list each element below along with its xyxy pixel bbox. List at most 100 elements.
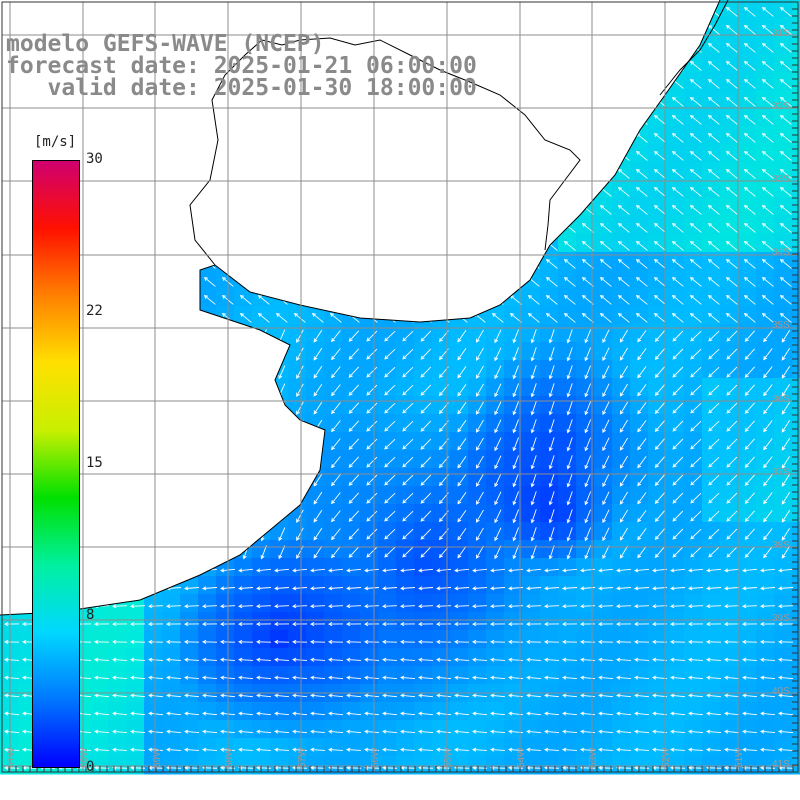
wind-arrow xyxy=(130,747,146,752)
wind-arrow xyxy=(260,545,267,560)
wind-arrow xyxy=(779,222,792,233)
field-cell xyxy=(360,324,379,343)
wind-arrow xyxy=(743,96,756,107)
wind-arrow xyxy=(366,528,378,540)
wind-arrow xyxy=(238,621,254,627)
field-cell xyxy=(522,360,541,379)
wind-arrow xyxy=(654,348,665,361)
field-cell xyxy=(108,738,127,757)
field-cell xyxy=(666,540,685,559)
field-cell xyxy=(558,648,577,667)
wind-arrow xyxy=(566,455,573,470)
field-cell xyxy=(684,720,703,739)
wind-arrow xyxy=(274,657,290,662)
wind-arrow xyxy=(274,711,290,716)
wind-arrow xyxy=(310,711,326,716)
field-cell xyxy=(324,612,343,631)
wind-arrow xyxy=(779,96,792,107)
wind-arrow xyxy=(530,509,537,524)
field-cell xyxy=(216,756,235,775)
field-cell xyxy=(684,594,703,613)
wind-arrow xyxy=(778,711,794,716)
wind-arrow xyxy=(400,568,416,573)
wind-arrow xyxy=(238,729,254,734)
field-cell xyxy=(720,522,739,541)
field-cell xyxy=(684,522,703,541)
field-cell xyxy=(342,522,361,541)
wind-arrow xyxy=(202,604,218,609)
wind-arrow xyxy=(400,604,416,609)
field-cell xyxy=(486,666,505,685)
field-cell xyxy=(108,612,127,631)
wind-arrow xyxy=(689,96,702,107)
field-cell xyxy=(144,720,163,739)
field-cell xyxy=(792,558,800,577)
wind-arrow xyxy=(653,276,666,287)
wind-arrow xyxy=(112,604,128,609)
field-cell xyxy=(720,378,739,397)
field-cell xyxy=(594,558,613,577)
field-cell xyxy=(648,720,667,739)
field-cell xyxy=(90,612,109,631)
wind-arrow xyxy=(616,657,632,662)
wind-arrow xyxy=(544,693,560,698)
wind-arrow xyxy=(508,586,524,591)
field-cell xyxy=(162,648,181,667)
wind-arrow xyxy=(364,729,380,734)
field-cell xyxy=(522,450,541,469)
wind-arrow xyxy=(545,294,558,305)
wind-arrow xyxy=(166,747,182,752)
field-cell xyxy=(792,216,800,235)
field-cell xyxy=(648,738,667,757)
wind-arrow xyxy=(94,729,110,734)
field-cell xyxy=(594,648,613,667)
wind-arrow xyxy=(494,383,502,398)
field-cell xyxy=(774,648,793,667)
field-cell xyxy=(288,342,307,361)
wind-arrow xyxy=(328,747,344,752)
field-cell xyxy=(594,666,613,685)
field-cell xyxy=(756,540,775,559)
field-cell xyxy=(306,756,325,775)
field-cell xyxy=(504,648,523,667)
field-cell xyxy=(792,234,800,253)
wind-arrow xyxy=(366,546,378,558)
wind-arrow xyxy=(328,693,344,698)
wind-arrow xyxy=(331,402,341,415)
field-cell xyxy=(648,414,667,433)
field-cell xyxy=(90,648,109,667)
wind-arrow xyxy=(494,509,502,524)
field-cell xyxy=(306,630,325,649)
field-cell xyxy=(756,702,775,721)
field-cell xyxy=(360,504,379,523)
field-cell xyxy=(558,486,577,505)
wind-arrow xyxy=(366,456,378,468)
field-cell xyxy=(180,720,199,739)
wind-arrow xyxy=(346,639,362,644)
wind-arrow xyxy=(364,639,380,644)
field-cell xyxy=(360,612,379,631)
field-cell xyxy=(558,738,577,757)
field-cell xyxy=(342,360,361,379)
wind-arrow xyxy=(364,586,380,591)
wind-arrow xyxy=(508,657,524,662)
field-cell xyxy=(576,594,595,613)
wind-arrow xyxy=(617,240,630,251)
wind-arrow xyxy=(418,729,434,734)
field-cell xyxy=(684,612,703,631)
field-cell xyxy=(792,486,800,505)
field-cell xyxy=(342,414,361,433)
field-cell xyxy=(306,540,325,559)
wind-arrow xyxy=(761,60,774,71)
field-cell xyxy=(666,396,685,415)
wind-arrow xyxy=(635,294,648,305)
wind-arrow xyxy=(635,222,648,233)
wind-arrow xyxy=(725,6,738,17)
field-cell xyxy=(738,414,757,433)
field-cell xyxy=(396,738,415,757)
field-cell xyxy=(540,738,559,757)
field-cell xyxy=(450,594,469,613)
wind-arrow xyxy=(420,456,432,468)
wind-arrow xyxy=(366,492,378,504)
field-cell xyxy=(234,738,253,757)
